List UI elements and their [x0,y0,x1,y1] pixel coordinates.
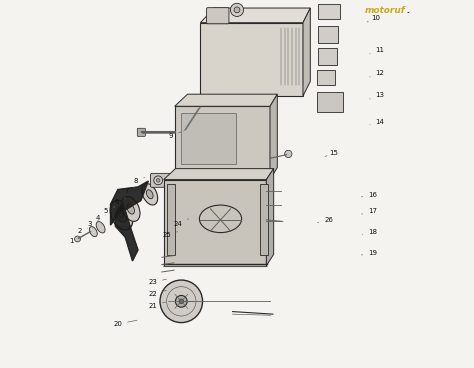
Ellipse shape [116,208,127,222]
FancyBboxPatch shape [176,227,184,237]
Text: 13: 13 [370,92,384,99]
Circle shape [74,236,81,242]
Ellipse shape [146,190,153,199]
FancyBboxPatch shape [318,4,340,19]
Polygon shape [303,8,310,96]
Text: 3: 3 [87,221,99,227]
Text: 19: 19 [362,250,377,256]
Polygon shape [110,181,148,225]
Text: 26: 26 [318,217,333,223]
FancyBboxPatch shape [317,70,335,85]
Circle shape [230,3,244,17]
Ellipse shape [119,212,124,218]
Text: 5: 5 [104,207,115,214]
Ellipse shape [96,222,105,233]
Circle shape [285,150,292,158]
Text: .: . [406,6,410,15]
Text: 6: 6 [115,198,125,205]
Polygon shape [115,202,138,261]
FancyBboxPatch shape [201,23,303,96]
Circle shape [175,296,187,307]
Text: 4: 4 [95,215,105,221]
FancyBboxPatch shape [318,48,337,65]
Text: 10: 10 [367,15,380,22]
Text: 20: 20 [113,320,137,327]
Text: 24: 24 [173,219,189,227]
Text: 23: 23 [148,279,166,285]
FancyBboxPatch shape [318,26,338,43]
FancyBboxPatch shape [260,184,268,255]
Text: 16: 16 [362,192,377,198]
Circle shape [234,7,240,13]
FancyBboxPatch shape [166,184,175,255]
Text: 25: 25 [162,231,178,238]
FancyBboxPatch shape [184,219,193,229]
Text: 17: 17 [362,209,377,215]
FancyBboxPatch shape [150,173,171,187]
Text: motoruf: motoruf [365,6,405,15]
FancyBboxPatch shape [164,180,266,266]
FancyBboxPatch shape [317,92,343,112]
Polygon shape [164,169,273,180]
Text: 14: 14 [370,119,384,125]
Text: 1: 1 [69,236,82,244]
Text: 11: 11 [370,47,384,54]
Text: 7: 7 [124,188,134,194]
Polygon shape [201,8,310,23]
Text: 21: 21 [148,302,165,309]
FancyBboxPatch shape [137,128,146,136]
FancyBboxPatch shape [181,113,236,164]
Ellipse shape [89,227,97,237]
Text: 12: 12 [370,70,384,77]
Text: 15: 15 [325,150,338,156]
FancyBboxPatch shape [175,106,270,180]
Polygon shape [175,94,277,106]
FancyBboxPatch shape [207,8,229,24]
Text: 8: 8 [134,177,145,184]
Circle shape [160,280,202,323]
Circle shape [179,299,183,304]
Circle shape [156,178,160,182]
Text: 9: 9 [169,132,181,139]
Text: 2: 2 [78,228,88,234]
Polygon shape [266,169,273,266]
Circle shape [154,176,163,185]
Text: 22: 22 [148,290,166,297]
Ellipse shape [121,197,140,222]
Text: 18: 18 [363,229,377,235]
Ellipse shape [142,184,158,205]
Ellipse shape [110,201,133,230]
Ellipse shape [127,204,135,214]
Polygon shape [270,94,277,180]
